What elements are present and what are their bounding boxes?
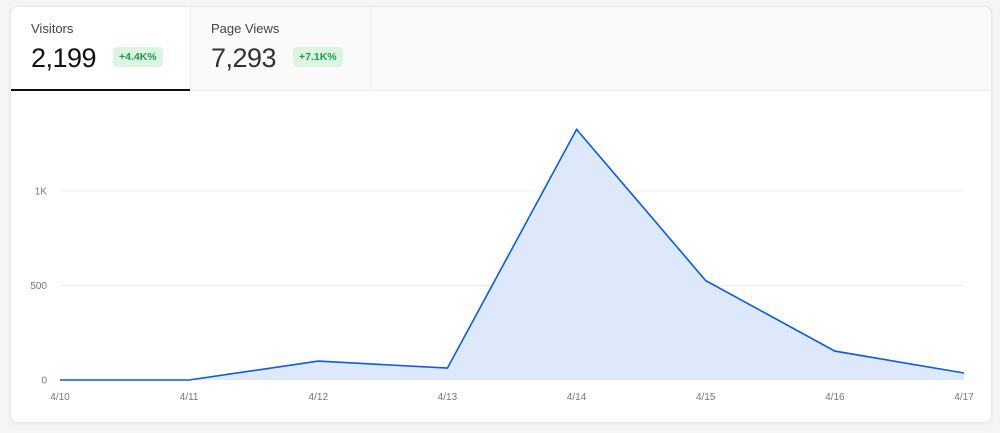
series-line xyxy=(60,127,965,381)
tab-label: Visitors xyxy=(31,21,74,36)
y-tick-label: 500 xyxy=(30,281,47,292)
x-tick-label: 4/13 xyxy=(438,392,458,403)
x-tick-label: 4/10 xyxy=(50,392,70,403)
tab-visitors[interactable]: Visitors 2,199 +4.4K% xyxy=(11,7,191,91)
tab-label: Page Views xyxy=(211,21,280,36)
x-tick-label: 4/12 xyxy=(309,392,329,403)
x-tick-label: 4/17 xyxy=(954,392,974,403)
x-tick-label: 4/15 xyxy=(696,392,716,403)
tab-page-views[interactable]: Page Views 7,293 +7.1K% xyxy=(191,7,371,90)
metric-tabs: Visitors 2,199 +4.4K% Page Views 7,293 +… xyxy=(11,7,991,91)
x-tick-label: 4/11 xyxy=(180,392,199,403)
tab-value: 2,199 xyxy=(31,43,97,73)
x-tick-label: 4/14 xyxy=(567,392,587,403)
change-badge: +7.1K% xyxy=(293,47,343,67)
y-tick-label: 0 xyxy=(41,376,47,387)
y-tick-label: 1K xyxy=(35,187,48,198)
tab-value: 7,293 xyxy=(211,43,277,73)
x-tick-label: 4/16 xyxy=(825,392,845,403)
change-badge: +4.4K% xyxy=(113,47,163,67)
area-fill xyxy=(60,129,964,380)
